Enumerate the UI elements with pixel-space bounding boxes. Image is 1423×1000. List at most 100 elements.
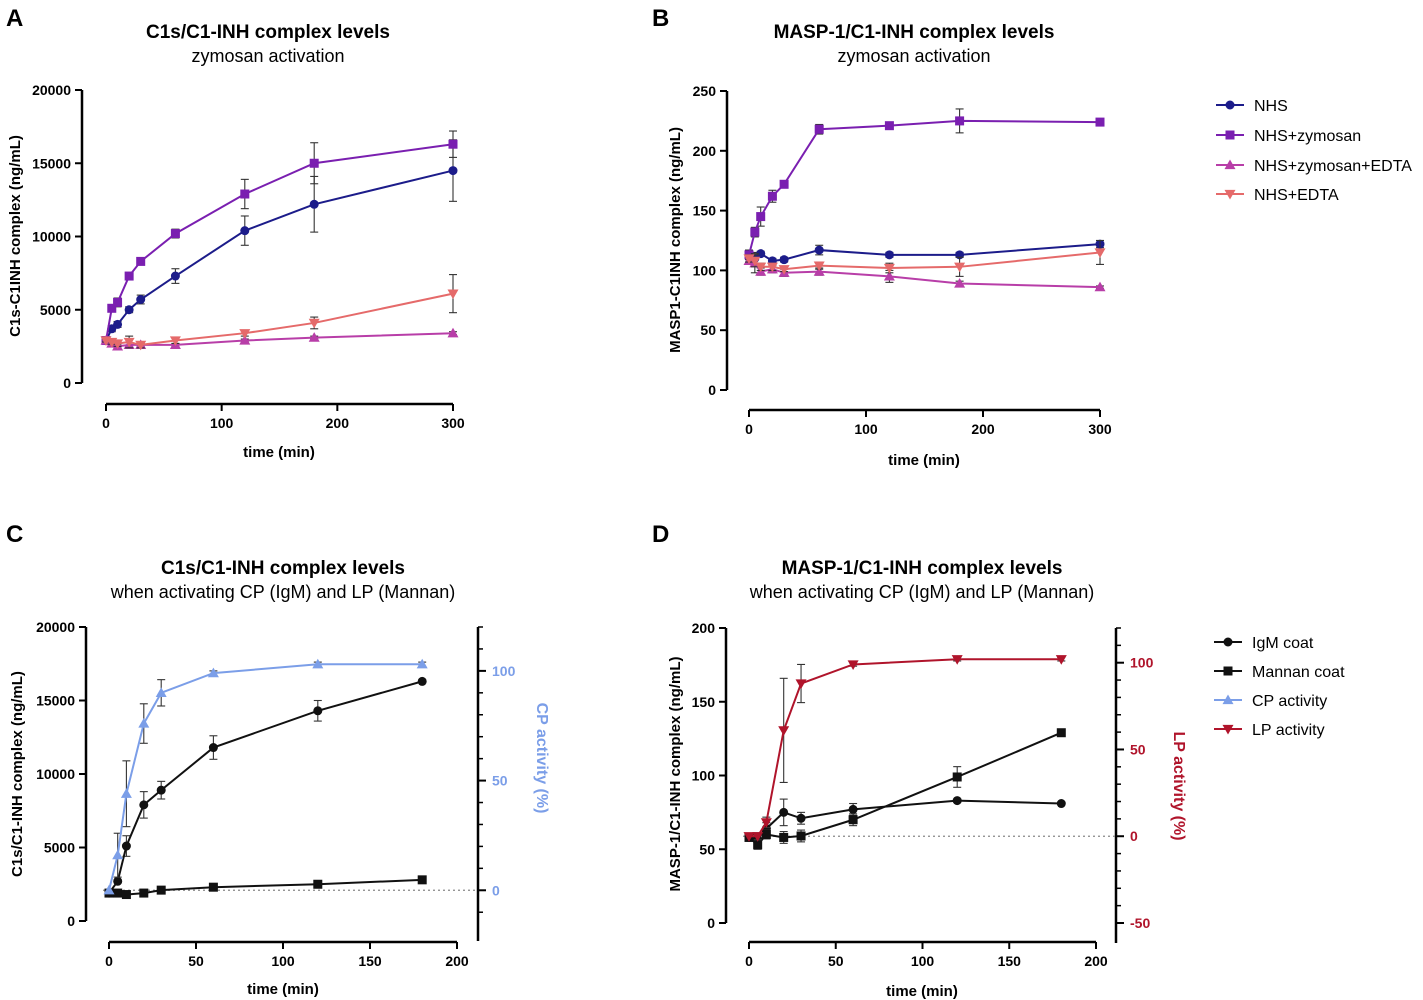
panel-a-point-nhs-zymosan [170,229,180,239]
panel-d-point-mannan-coat [848,815,858,825]
panel-b-point-nhs-edta [954,262,966,273]
panel-a-title: C1s/C1-INH complex levels [146,22,390,43]
legend-top-label-2: NHS+zymosan [1254,128,1361,145]
panel-d-x-tick-label: 100 [911,953,935,969]
panel-b-y-label: MASP1-C1INH complex (ng/mL) [667,127,684,353]
panel-d-point-lp-activity [847,660,859,670]
panel-b-point-nhs-edta [813,261,825,272]
panel-b-point-nhs-edta [883,263,895,274]
panel-a-point-nhs [136,294,146,304]
panel-b-point-nhs [884,250,894,260]
panel-b-letter: B [652,5,669,32]
panel-b-x-tick-label: 300 [1088,421,1112,437]
panel-d-point-igm-coat [848,804,858,814]
panel-b-x-tick-label: 0 [745,421,753,437]
panel-d-point-lp-activity [752,832,764,842]
legend-marker-nhs-zymosan-edta [1224,159,1236,170]
panel-c-y-tick-label: 20000 [36,619,75,635]
panel-d-y-tick-label: 150 [692,694,716,710]
panel-c-point-cp-activity [155,687,167,697]
panel-d-x-label: time (min) [886,983,958,1000]
panel-b-series-nhs-zymosan [744,108,1105,261]
panel-c-title: C1s/C1-INH complex levels [161,558,405,579]
panel-d-title: MASP-1/C1-INH complex levels [782,558,1063,579]
panel-a-point-nhs-zymosan-edta [308,332,320,342]
panel-a-y-label: C1s-C1INH complex (ng/mL) [7,135,24,337]
panel-a-x-tick-label: 100 [210,415,234,431]
panel-d-point-igm-coat [796,813,806,823]
panel-c-series-igm-coat [104,676,427,898]
panel-d-x-tick-label: 0 [745,953,753,969]
panel-b-point-nhs-zymosan [756,212,766,222]
panel-d-point-lp-activity [760,818,772,828]
panel-c-x-tick-label: 0 [105,953,113,969]
panel-b-point-nhs-zymosan [779,179,789,189]
panel-b: B MASP-1/C1-INH complex levels zymosan a… [652,5,1112,469]
panel-b-point-nhs-zymosan [1095,117,1105,127]
panel-c-point-cp-activity [120,788,132,798]
panel-c-x-label: time (min) [247,981,319,998]
panel-b-point-nhs-edta [755,262,767,273]
panel-c-series-line-igm-coat [108,680,423,894]
panel-d-x-tick-label: 200 [1084,953,1108,969]
legend-bottom-label-2: Mannan coat [1252,664,1345,681]
panel-d-series-line-mannan-coat [748,731,1062,847]
panel-a-y-tick-label: 0 [63,375,71,391]
panel-d-point-mannan-coat [779,832,789,842]
panel-c-x-tick-label: 100 [271,953,295,969]
panel-b-series-nhs [744,239,1105,266]
panel-d-y-tick-label: 50 [699,841,715,857]
panel-a-point-nhs-zymosan [113,297,123,307]
panel-b-y-tick-label: 50 [700,322,716,338]
panel-b-y-tick-label: 100 [693,262,717,278]
panel-b-point-nhs-zymosan-edta [883,270,895,281]
panel-d-y2-tick-label: 0 [1130,828,1138,844]
panel-c-point-igm-coat [208,743,218,753]
panel-d-point-mannan-coat [796,831,806,841]
panel-c-point-cp-activity [138,718,150,728]
legend-marker-mannan-coat [1223,666,1233,676]
panel-b-subtitle: zymosan activation [837,46,990,66]
panel-d-point-lp-activity [795,679,807,690]
panel-b-y-tick-label: 200 [693,143,717,159]
panel-b-y-tick-label: 0 [708,382,716,398]
panel-b-x-label: time (min) [888,452,960,469]
panel-b-point-nhs-zymosan-edta [954,278,966,288]
panel-a-point-nhs [124,305,134,315]
panel-d-subtitle: when activating CP (IgM) and LP (Mannan) [749,582,1095,602]
panel-a-series-line-nhs-zymosan [105,143,454,341]
panel-b-point-nhs-zymosan [767,191,777,201]
panel-a: A C1s/C1-INH complex levels zymosan acti… [6,5,465,461]
panel-b-series-nhs-zymosan-edta [743,253,1106,292]
panel-a-point-nhs-edta [169,336,181,347]
panel-d-point-mannan-coat [753,840,763,850]
panel-d-series-line-lp-activity [749,658,1062,838]
panel-a-letter: A [6,5,23,32]
panel-d-point-lp-activity [1055,655,1067,665]
panel-c-x-tick-label: 150 [358,953,382,969]
panel-b-x-tick-label: 200 [971,421,995,437]
panel-b-series-line-nhs-zymosan [748,119,1101,256]
panel-c-point-igm-coat [313,706,323,716]
panel-b-point-nhs-edta [778,265,790,275]
panel-c-point-cp-activity [103,884,115,895]
panel-c-subtitle: when activating CP (IgM) and LP (Mannan) [110,582,456,602]
panel-d-series-lp-activity [743,655,1067,842]
panel-c-point-mannan-coat [156,885,166,895]
panel-d: D MASP-1/C1-INH complex levels when acti… [652,521,1187,1000]
legend-bottom: IgM coat Mannan coat CP activity LP acti… [1214,635,1345,739]
panel-c-y-tick-label: 0 [67,913,75,929]
panel-c-series-line-mannan-coat [109,878,423,896]
panel-d-y-tick-label: 100 [692,768,716,784]
panel-c-x-tick-label: 200 [445,953,469,969]
panel-c-point-mannan-coat [313,879,323,889]
legend-marker-lp-activity [1222,724,1234,735]
panel-a-series-nhs-zymosan-edta [100,327,459,351]
panel-d-y2-tick-label: 100 [1130,655,1154,671]
panel-a-point-nhs-zymosan [448,139,458,149]
panel-b-point-nhs-zymosan-edta [1094,281,1106,292]
panel-a-point-nhs-zymosan [309,158,319,168]
panel-a-point-nhs-edta [112,339,124,349]
panel-a-y-tick-label: 15000 [32,155,71,171]
